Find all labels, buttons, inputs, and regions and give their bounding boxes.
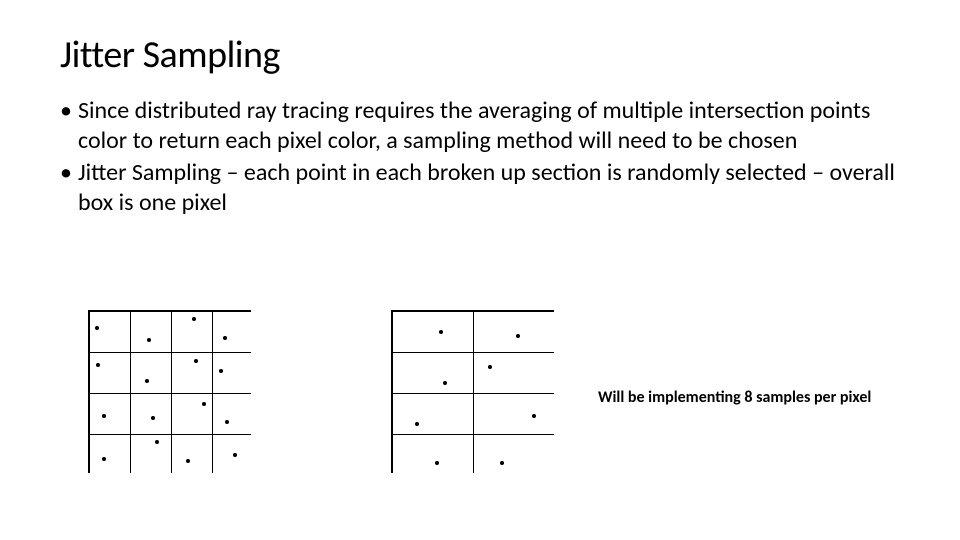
bullet-text: Jitter Sampling – each point in each bro… — [78, 158, 900, 218]
sample-dot — [145, 379, 149, 383]
grid-cell — [474, 312, 554, 352]
sample-dot — [95, 326, 99, 330]
sample-dot — [155, 440, 159, 444]
sample-dot — [147, 338, 151, 342]
sample-dot — [96, 363, 100, 367]
sample-dot — [194, 359, 198, 363]
diagram-area — [88, 310, 554, 473]
sample-dot — [415, 422, 419, 426]
sample-dot — [223, 336, 227, 340]
grid-cell — [172, 435, 212, 475]
page-title: Jitter Sampling — [60, 32, 900, 78]
sample-dot — [443, 381, 447, 385]
grid-cell — [213, 394, 253, 434]
sample-dot — [192, 317, 196, 321]
grid-cell — [474, 394, 554, 434]
grid-cell — [393, 435, 473, 475]
implementation-note: Will be implementing 8 samples per pixel — [598, 388, 871, 407]
sample-dot — [233, 453, 237, 457]
grid-cell — [90, 394, 130, 434]
grid-cell — [172, 394, 212, 434]
sample-dot — [435, 461, 439, 465]
grid-cell — [172, 353, 212, 393]
sample-dot — [439, 330, 443, 334]
sample-dot — [102, 457, 106, 461]
bullet-item: • Since distributed ray tracing requires… — [60, 96, 900, 156]
grid-cell — [393, 394, 473, 434]
grid-cell — [131, 435, 171, 475]
sample-dot — [500, 461, 504, 465]
grid-cell — [90, 353, 130, 393]
sample-dot — [488, 365, 492, 369]
grid-cell — [393, 353, 473, 393]
sample-dot — [102, 414, 106, 418]
grid-cell — [213, 435, 253, 475]
sample-dot — [151, 416, 155, 420]
sample-dot — [225, 420, 229, 424]
jitter-grid-2x4 — [391, 310, 554, 473]
bullet-list: • Since distributed ray tracing requires… — [60, 96, 900, 218]
jitter-grid-4x4 — [88, 310, 251, 473]
grid-cell — [474, 353, 554, 393]
grid-cell — [393, 312, 473, 352]
grid-cell — [172, 312, 212, 352]
grid-cell — [474, 435, 554, 475]
sample-dot — [202, 402, 206, 406]
bullet-text: Since distributed ray tracing requires t… — [78, 96, 900, 156]
grid-cell — [90, 435, 130, 475]
sample-dot — [186, 459, 190, 463]
grid-cell — [131, 394, 171, 434]
grid-cell — [131, 312, 171, 352]
sample-dot — [516, 334, 520, 338]
slide: Jitter Sampling • Since distributed ray … — [0, 0, 960, 540]
sample-dot — [219, 369, 223, 373]
grid-cell — [213, 353, 253, 393]
grid-cell — [131, 353, 171, 393]
grid-cell — [213, 312, 253, 352]
bullet-mark: • — [60, 158, 78, 218]
sample-dot — [532, 414, 536, 418]
bullet-mark: • — [60, 96, 78, 156]
bullet-item: • Jitter Sampling – each point in each b… — [60, 158, 900, 218]
grid-cell — [90, 312, 130, 352]
